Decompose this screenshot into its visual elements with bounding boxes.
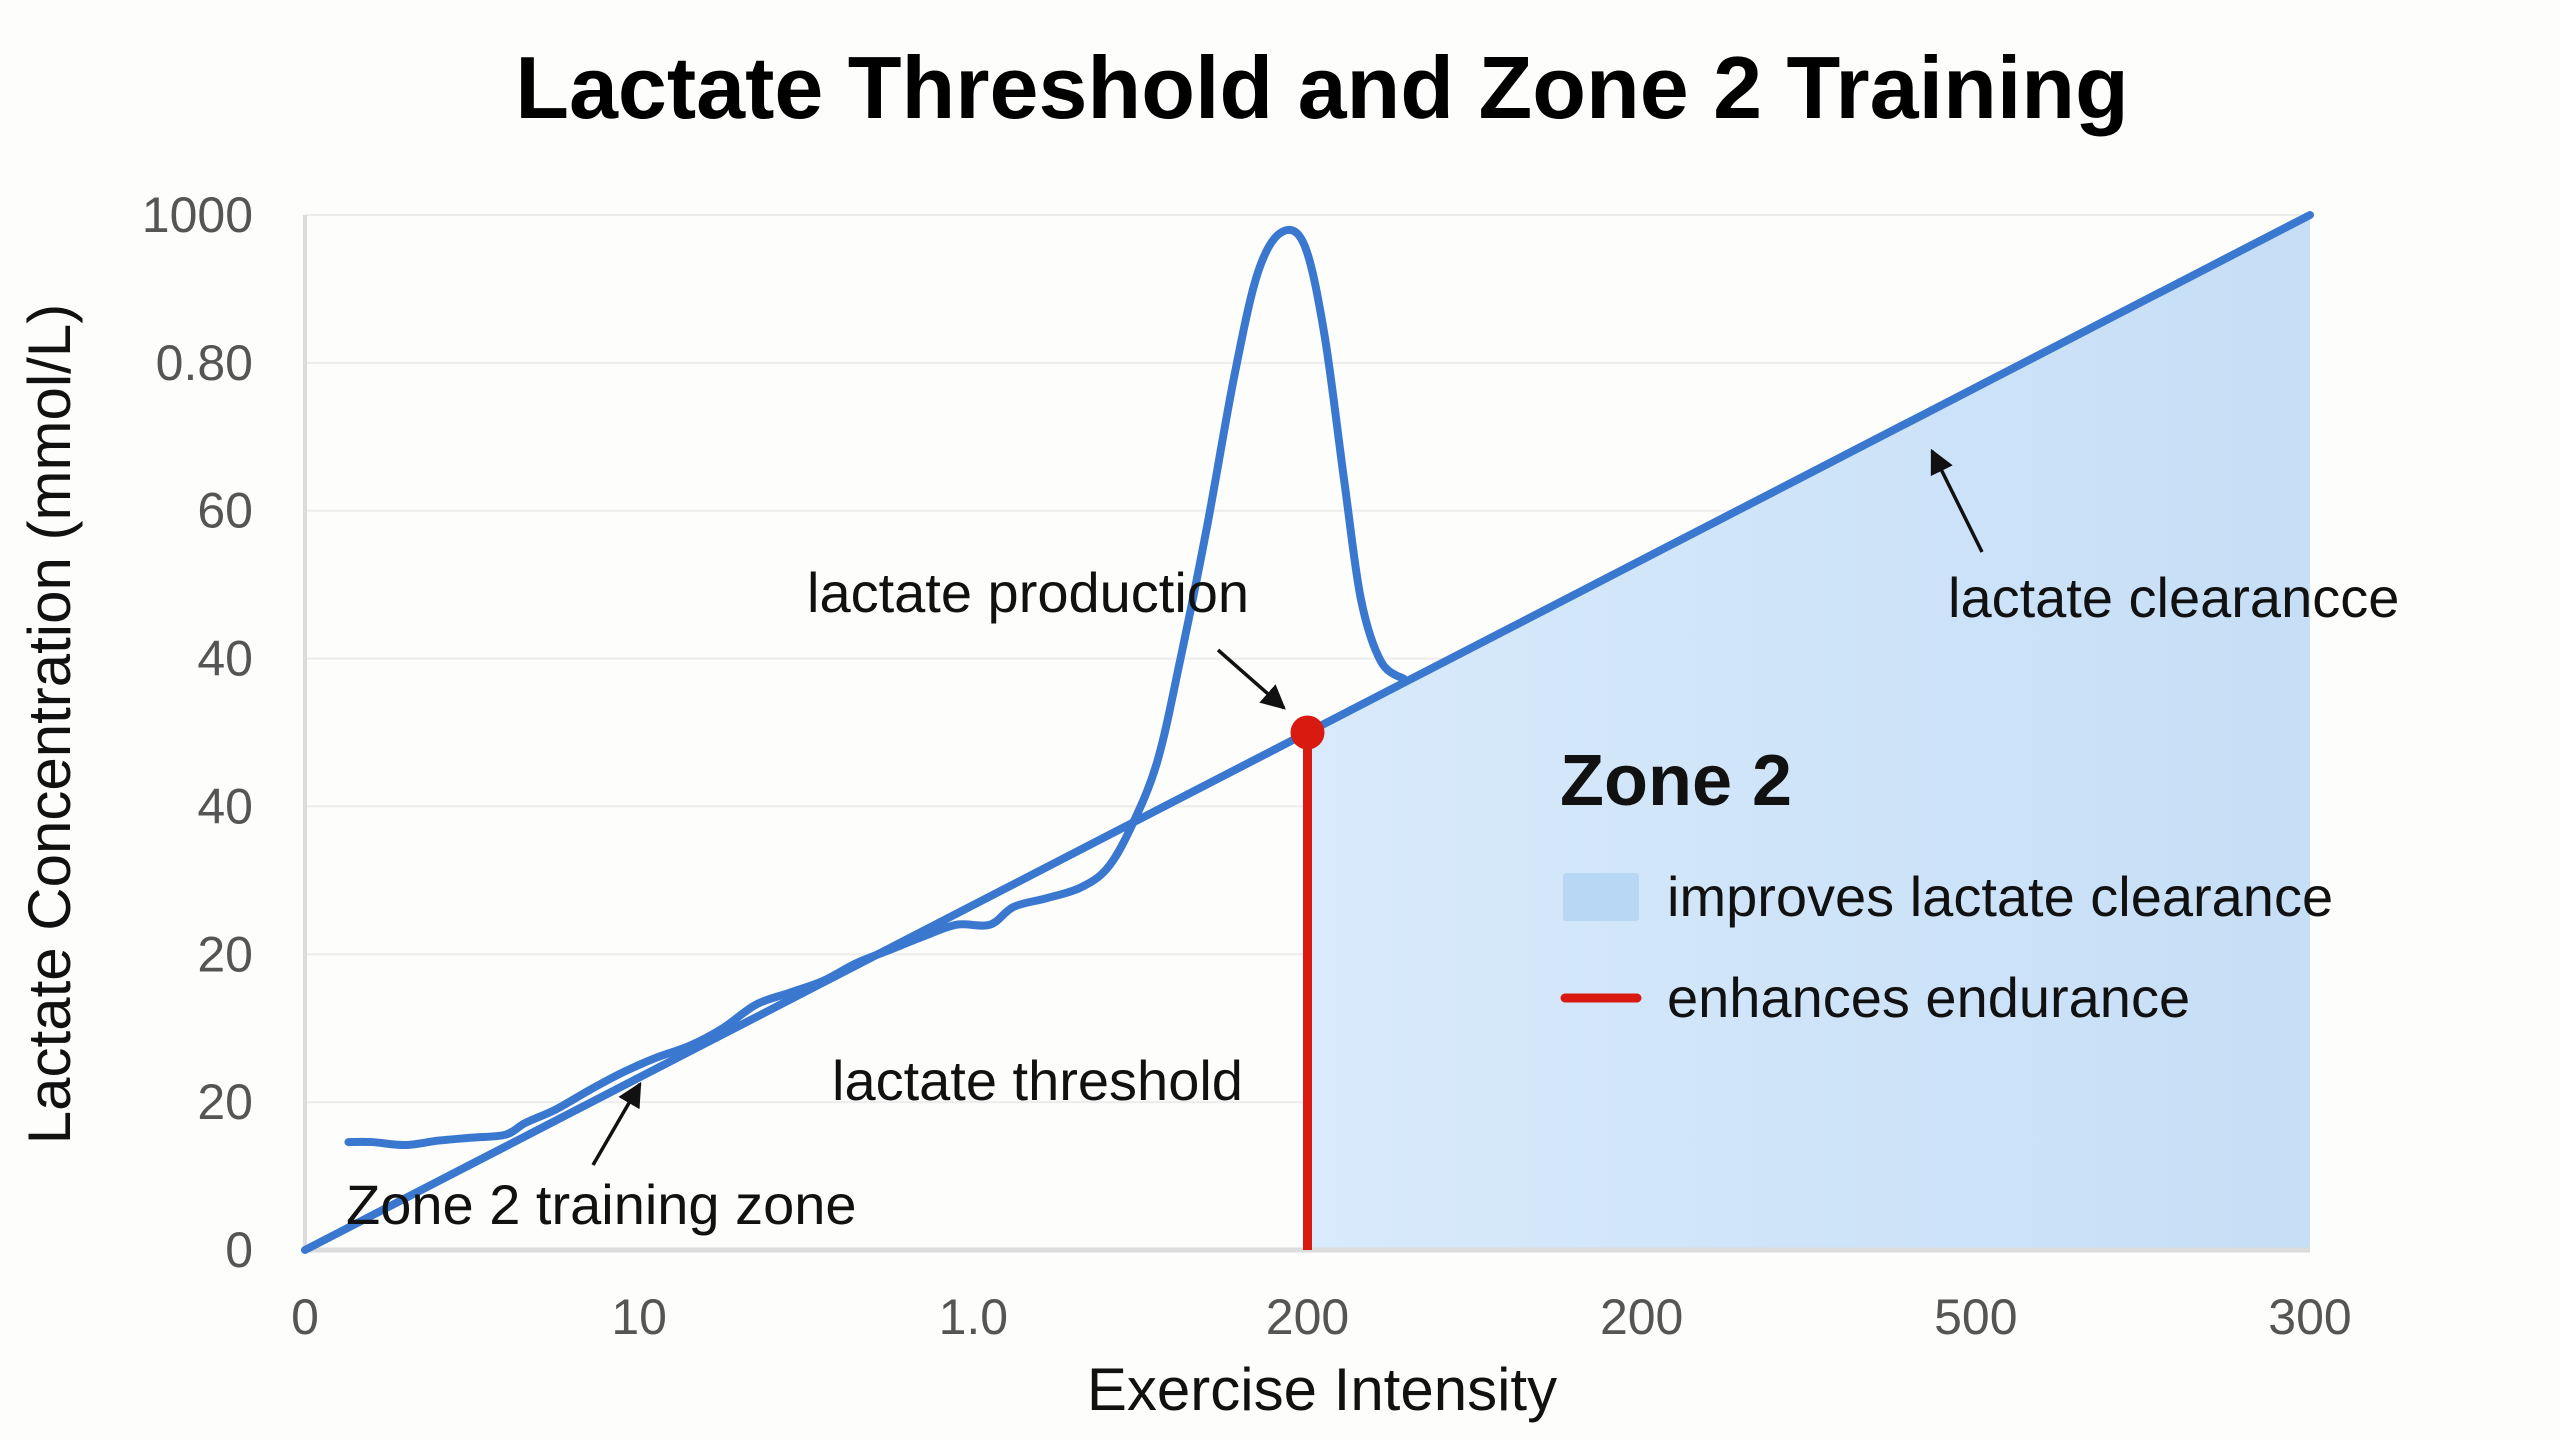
y-tick-label: 40 bbox=[197, 631, 253, 687]
y-tick-label: 40 bbox=[197, 778, 253, 834]
x-tick-label: 10 bbox=[611, 1289, 667, 1345]
legend: Zone 2 improves lactate clearance enhanc… bbox=[1560, 741, 2333, 1029]
legend-label-improves-clearance: improves lactate clearance bbox=[1667, 865, 2333, 928]
arrow-zone2-training-zone bbox=[591, 1081, 642, 1166]
arrow-lactate-production bbox=[1216, 648, 1286, 710]
x-tick-labels: 0 10 1.0 200 200 500 300 bbox=[291, 1289, 2352, 1345]
legend-swatch-square bbox=[1563, 873, 1639, 921]
x-tick-label: 500 bbox=[1934, 1289, 2017, 1345]
x-tick-label: 300 bbox=[2268, 1289, 2351, 1345]
zone2-shaded-area bbox=[1307, 215, 2310, 1250]
annotation-lactate-threshold: lactate threshold bbox=[832, 1049, 1243, 1112]
legend-label-enhances-endurance: enhances endurance bbox=[1667, 966, 2190, 1029]
x-tick-label: 0 bbox=[291, 1289, 319, 1345]
y-tick-label: 60 bbox=[197, 483, 253, 539]
annotation-zone2-training-zone: Zone 2 training zone bbox=[346, 1173, 857, 1236]
chart-title: Lactate Threshold and Zone 2 Training bbox=[515, 38, 2129, 137]
threshold-point bbox=[1290, 715, 1325, 750]
zone2-shaded-area-group bbox=[1307, 215, 2310, 1250]
legend-title: Zone 2 bbox=[1560, 741, 1792, 821]
y-axis-label: Lactate Concentration (mmol/L) bbox=[16, 304, 83, 1144]
y-tick-label: 1000 bbox=[142, 187, 253, 243]
lactate-production-curve bbox=[344, 225, 1409, 1150]
annotation-lactate-production: lactate production bbox=[807, 561, 1249, 624]
y-tick-label: 0.80 bbox=[156, 335, 253, 391]
y-tick-labels: 0 20 20 40 40 60 0.80 1000 bbox=[142, 187, 253, 1278]
x-tick-label: 200 bbox=[1600, 1289, 1683, 1345]
x-axis-label: Exercise Intensity bbox=[1087, 1356, 1557, 1423]
arrow-lactate-clearance bbox=[1930, 448, 1984, 553]
x-tick-label: 200 bbox=[1266, 1289, 1349, 1345]
x-tick-label: 1.0 bbox=[939, 1289, 1009, 1345]
y-tick-label: 0 bbox=[225, 1222, 253, 1278]
y-tick-label: 20 bbox=[197, 926, 253, 982]
annotation-lactate-clearance: lactate clearancce bbox=[1948, 566, 2399, 629]
y-tick-label: 20 bbox=[197, 1074, 253, 1130]
threshold-group bbox=[1290, 715, 1325, 1250]
